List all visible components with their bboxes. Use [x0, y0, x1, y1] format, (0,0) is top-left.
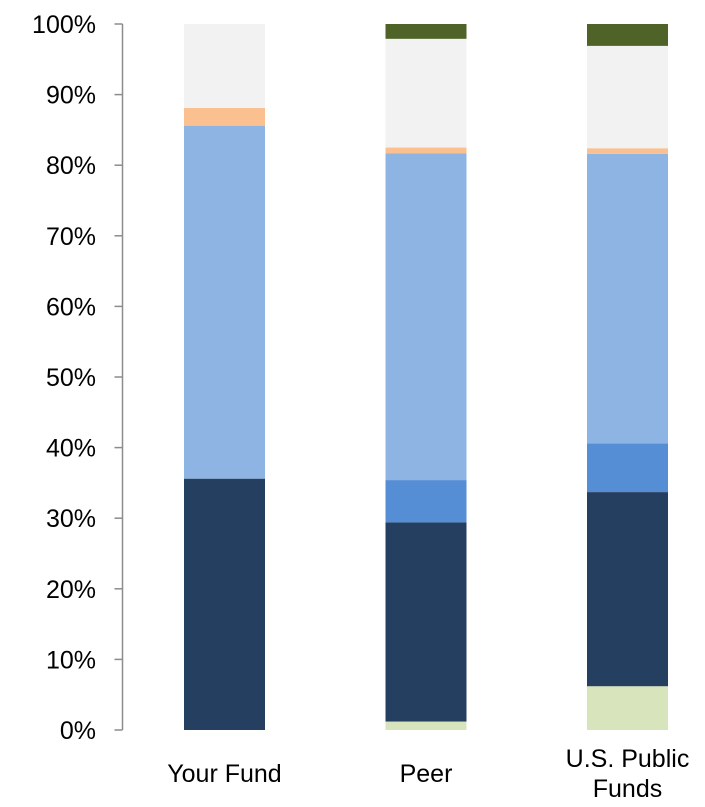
category-label: Peer — [400, 760, 453, 788]
bar-segment-3-7 — [587, 24, 668, 46]
bar-segment-1-5 — [184, 108, 265, 126]
bar-segment-3-3 — [587, 443, 668, 493]
bar-segment-2-6 — [385, 38, 467, 148]
y-tick-label: 50% — [46, 364, 96, 392]
y-tick-label: 40% — [46, 435, 96, 463]
bar-segment-1-2 — [184, 478, 265, 730]
y-axis: 0% 10% 20% 30% 40% 50% 60% 70% 80% 90% 100% — [32, 11, 124, 745]
y-tick-label: 0% — [60, 717, 96, 745]
bar-segment-2-3 — [385, 480, 467, 523]
bar-segment-2-4 — [385, 153, 467, 481]
bar-segment-2-5 — [385, 147, 467, 154]
category-label: U.S. Public — [566, 745, 690, 773]
bar-segment-2-1 — [385, 721, 467, 730]
bar-segment-3-5 — [587, 148, 668, 154]
bar-segment-3-2 — [587, 492, 668, 687]
bar-segment-1-4 — [184, 125, 265, 479]
y-tick-label: 20% — [46, 576, 96, 604]
category-label: Your Fund — [167, 760, 281, 788]
category-label: Funds — [593, 775, 662, 803]
plot-area — [184, 24, 668, 730]
y-tick-label: 100% — [32, 11, 96, 39]
bar-segment-3-6 — [587, 45, 668, 149]
bar-segment-1-6 — [184, 24, 265, 109]
y-tick-label: 10% — [46, 646, 96, 674]
bar-segment-3-4 — [587, 153, 668, 444]
bar-segment-3-1 — [587, 686, 668, 730]
y-tick-label: 60% — [46, 293, 96, 321]
y-tick-label: 90% — [46, 82, 96, 110]
bar-segment-2-2 — [385, 522, 467, 722]
y-tick-label: 30% — [46, 505, 96, 533]
y-tick-label: 70% — [46, 223, 96, 251]
y-tick-label: 80% — [46, 152, 96, 180]
bar-segment-2-7 — [385, 24, 467, 39]
